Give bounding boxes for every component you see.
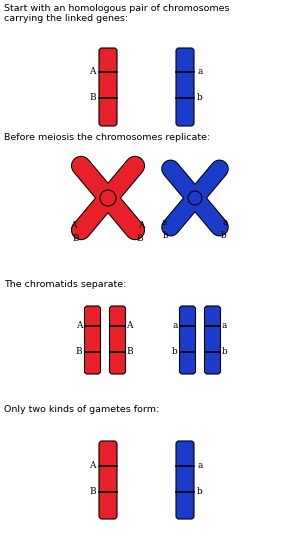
Text: a: a <box>197 462 203 470</box>
Text: B: B <box>72 234 79 243</box>
Text: A: A <box>127 322 133 330</box>
FancyBboxPatch shape <box>85 306 101 374</box>
Text: b: b <box>197 487 203 497</box>
Text: a: a <box>161 218 167 226</box>
FancyBboxPatch shape <box>205 306 220 374</box>
Circle shape <box>188 191 202 205</box>
Text: A: A <box>70 220 77 230</box>
Text: a: a <box>221 322 227 330</box>
Text: Start with an homologous pair of chromosomes
carrying the linked genes:: Start with an homologous pair of chromos… <box>4 4 230 24</box>
FancyBboxPatch shape <box>179 306 196 374</box>
Text: B: B <box>89 487 96 497</box>
Text: A: A <box>89 462 96 470</box>
Text: B: B <box>76 347 83 357</box>
Text: Before meiosis the chromosomes replicate:: Before meiosis the chromosomes replicate… <box>4 133 210 142</box>
Text: a: a <box>197 67 203 77</box>
Text: B: B <box>127 347 133 357</box>
FancyBboxPatch shape <box>176 48 194 126</box>
Text: a: a <box>222 218 228 226</box>
FancyBboxPatch shape <box>110 306 125 374</box>
Text: A: A <box>76 322 83 330</box>
Text: B: B <box>136 234 142 243</box>
Text: b: b <box>197 94 203 102</box>
Text: b: b <box>220 231 226 240</box>
Text: A: A <box>89 67 96 77</box>
Text: B: B <box>89 94 96 102</box>
FancyBboxPatch shape <box>176 441 194 519</box>
Text: A: A <box>138 220 145 230</box>
FancyBboxPatch shape <box>99 48 117 126</box>
Circle shape <box>100 190 116 206</box>
Text: a: a <box>172 322 178 330</box>
Text: The chromatids separate:: The chromatids separate: <box>4 280 126 289</box>
FancyBboxPatch shape <box>99 441 117 519</box>
Text: b: b <box>163 231 169 240</box>
Text: Only two kinds of gametes form:: Only two kinds of gametes form: <box>4 405 159 414</box>
Text: b: b <box>172 347 178 357</box>
Text: b: b <box>221 347 227 357</box>
